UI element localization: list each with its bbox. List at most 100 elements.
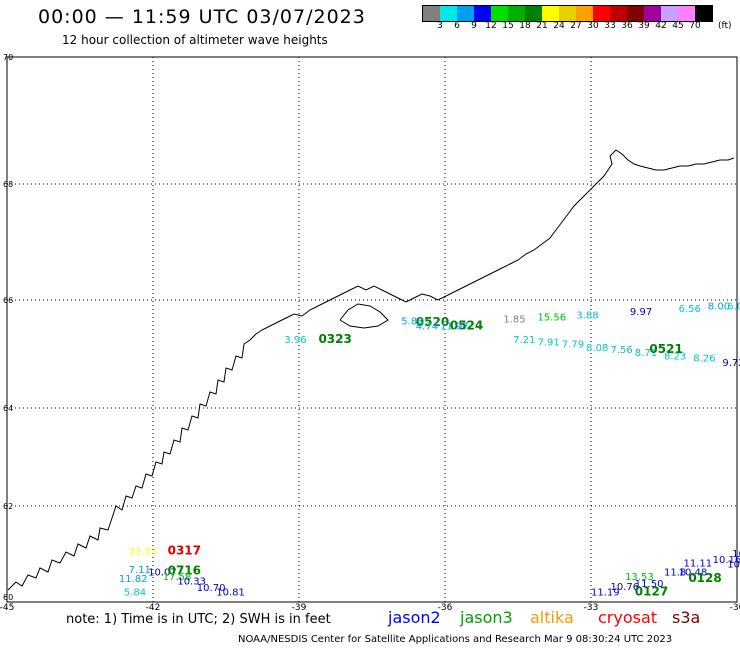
wave-height-label: 15.56 [537,313,566,324]
longitude-label: -33 [584,603,599,613]
color-scale-tick: 39 [638,21,650,31]
color-scale-tick: 18 [519,21,531,31]
color-scale-tick: 33 [604,21,616,31]
color-scale-tick: 15 [502,21,514,31]
wave-height-label: 5.83 [401,316,423,327]
wave-height-label: 11.8 [664,568,686,579]
wave-height-label: 10.19 [732,549,740,560]
color-swatch-14 [661,6,678,21]
wave-height-label: 5.84 [124,588,146,599]
wave-height-label: 9.97 [630,307,652,318]
wave-height-label: 13.53 [625,572,654,583]
time-label: 0521 [649,342,682,356]
wave-height-label: 21.53 [129,547,158,558]
longitude-label: -36 [438,603,453,613]
latitude-label: 68 [3,180,13,189]
color-scale-tick: 42 [655,21,667,31]
color-swatch-6 [525,6,542,21]
color-scale-tick: 24 [553,21,565,31]
wave-height-label: 8.23 [664,351,686,362]
wave-height-label: 8.26 [693,354,715,365]
color-scale-tick: 36 [621,21,633,31]
legend-item-altika: altika [530,608,574,627]
wave-height-label: 11.82 [119,574,148,585]
color-swatch-0 [423,6,440,21]
map-graticule [7,57,737,602]
map-frame [6,56,738,603]
wave-height-label: 17.58 [163,572,192,583]
wave-height-label: 7.21 [513,335,535,346]
latitude-label: 64 [3,404,13,413]
color-scale-tick: 30 [587,21,599,31]
color-scale-tick: 9 [471,21,477,31]
color-scale-ticks: (ft) 3 6 9 12 15 18 21 24 27 30 33 36 39 42 45 70 [422,21,732,33]
wave-height-label: 7.79 [562,340,584,351]
color-scale-tick: 21 [536,21,548,31]
time-label: 0524 [450,319,483,333]
axis-labels: 70 68 66 64 62 60-45 -42 -39 -36 -33 -30 [0,53,740,613]
latitude-label: 70 [3,53,13,62]
wave-height-label: 3.96 [284,335,306,346]
color-swatch-13 [644,6,661,21]
time-label: 0716 [168,563,201,577]
wave-height-label: 10.07 [148,568,177,579]
footer-credit: NOAA/NESDIS Center for Satellite Applica… [238,634,673,645]
wave-height-label: 11.19 [591,588,620,599]
wave-height-label: 4.74 [416,322,438,333]
time-label: 0520 [416,315,449,329]
observation-labels: 0520 0524 0323 3.96 5.834.74 11.97 1.85 15.56 3.… [119,302,740,599]
legend-item-jason2: jason2 [388,608,441,627]
color-swatch-16 [695,6,712,21]
longitude-label: -30 [730,603,740,613]
latitude-label: 60 [3,593,13,602]
color-scale-bar [422,5,713,22]
coastline-islands [339,303,389,329]
wave-height-label: 11.11 [683,559,712,570]
wave-height-label: 10.81 [216,588,245,599]
wave-height-label: 7.56 [610,345,632,356]
longitude-label: -45 [0,603,14,613]
wave-height-label: 7.11 [129,565,151,576]
wave-height-label: 10.33 [177,577,206,588]
latitude-label: 62 [3,502,13,511]
legend-item-cryosat: cryosat [598,608,658,627]
wave-height-label: 10.48 [679,568,708,579]
color-scale-tick: 12 [485,21,497,31]
time-label: 0128 [688,571,721,585]
color-swatch-3 [474,6,491,21]
color-swatch-12 [627,6,644,21]
map-subtitle: 12 hour collection of altimeter wave hei… [62,33,328,47]
wave-height-label: 8.08 [586,343,608,354]
wave-height-label: 11.97 [440,322,469,333]
longitude-label: -42 [146,603,161,613]
color-scale-tick: 70 [689,21,701,31]
legend-item-jason3: jason3 [460,608,513,627]
color-scale-unit: (ft) [718,21,732,31]
color-swatch-4 [491,6,508,21]
wave-height-label: 10.42 [727,559,740,570]
time-label: 0317 [168,544,201,558]
greenland-coastline [7,149,735,591]
color-swatch-9 [576,6,593,21]
color-scale-tick: 6 [454,21,460,31]
wave-height-label: 1.85 [503,315,525,326]
time-label: 0323 [318,332,351,346]
wave-height-label: 6.07 [727,302,740,313]
wave-height-label: 7.91 [537,337,559,348]
wave-height-label: 6.56 [679,304,701,315]
color-swatch-15 [678,6,695,21]
map-title: 00:00 — 11:59 UTC 03/07/2023 [38,6,366,28]
color-swatch-2 [457,6,474,21]
color-swatch-1 [440,6,457,21]
color-swatch-5 [508,6,525,21]
wave-height-label: 8.71 [635,348,657,359]
wave-height-label: 9.72 [722,358,740,369]
wave-height-label: 10.70 [197,583,226,594]
latitude-label: 66 [3,296,13,305]
longitude-label: -39 [292,603,307,613]
wave-height-label: 11.50 [635,579,664,590]
time-label: 0127 [635,585,668,599]
color-swatch-8 [559,6,576,21]
color-swatch-10 [593,6,610,21]
